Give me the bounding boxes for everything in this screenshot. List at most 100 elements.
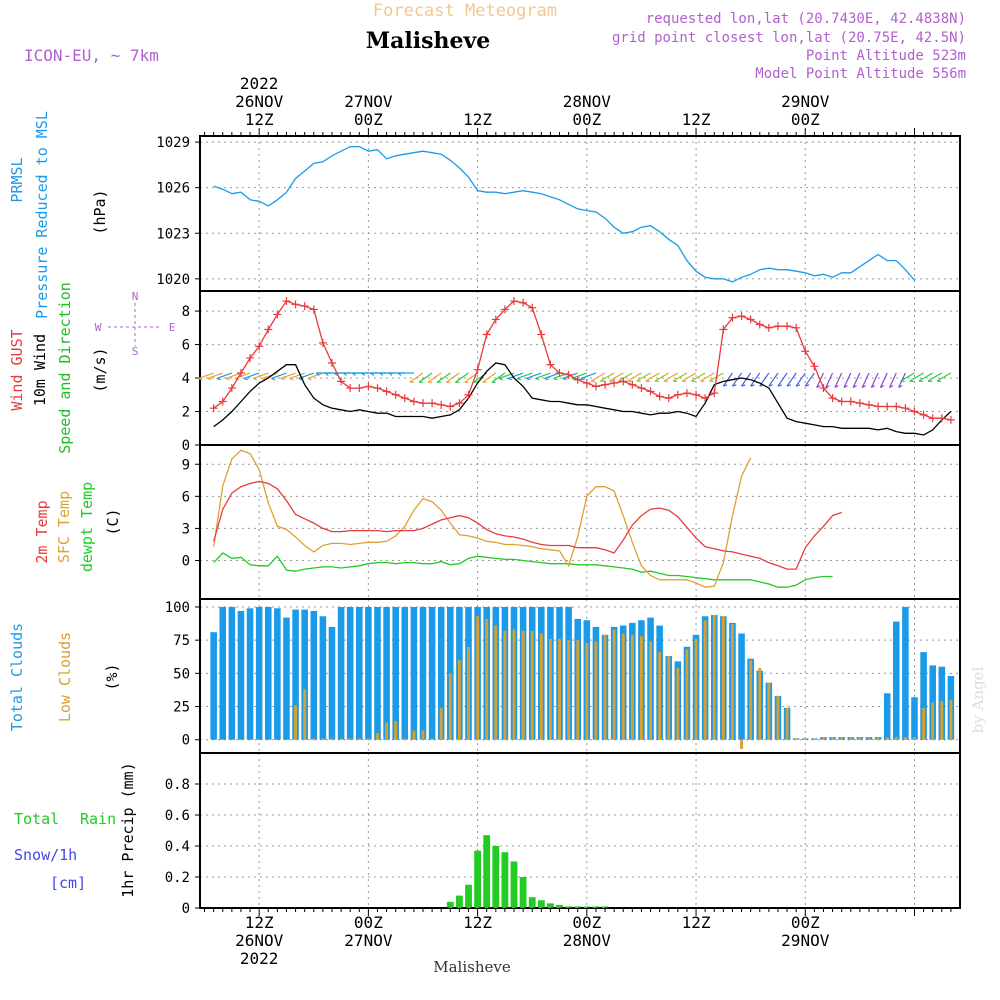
total-cloud-bar (356, 606, 363, 740)
wind-arrow-head (342, 372, 347, 376)
gust-marker (591, 382, 600, 391)
wind-arrow (216, 372, 233, 380)
low-cloud-bar (676, 668, 680, 740)
low-cloud-bar (639, 636, 643, 740)
gust-marker (801, 347, 810, 356)
low-cloud-bar (758, 668, 762, 740)
gust-marker (227, 384, 236, 393)
low-cloud-bar (385, 722, 389, 740)
low-cloud-bar (412, 730, 416, 740)
precip-bars (200, 835, 960, 909)
low-cloud-bar (394, 721, 398, 740)
wind-arrow-head (379, 372, 384, 376)
wind-arrow-head (198, 377, 203, 381)
bottom-time-label: 12Z (463, 913, 492, 932)
gust-marker (701, 394, 710, 403)
low-cloud-bar (603, 634, 607, 740)
total-cloud-bar (255, 606, 263, 740)
low-cloud-bar (312, 738, 316, 740)
wind-arrow (507, 372, 524, 380)
rain-bar (565, 906, 573, 908)
gust-marker (246, 353, 255, 362)
low-cloud-bar (876, 737, 880, 740)
low-cloud-bar (894, 737, 898, 740)
compass-n: N (132, 290, 139, 303)
gust-marker (318, 338, 327, 347)
precipitation-axes: 0 0.2 0.4 0.6 0.8 (165, 752, 961, 917)
low-cloud-bar (667, 656, 671, 740)
top-time-label: 12Z (463, 110, 492, 129)
precip-snow-unit: [cm] (50, 874, 86, 892)
wind-arrow-head (889, 385, 894, 389)
total-cloud-bar (365, 606, 372, 740)
precip-snow-label: Snow/1h (14, 846, 77, 864)
wind-arrow-head (732, 384, 737, 387)
wind-arrow (436, 372, 451, 383)
wind-arrow (672, 372, 688, 382)
rain-bar (537, 900, 545, 908)
wind-arrow (289, 372, 305, 380)
gust-marker (874, 402, 883, 411)
wind-arrow (482, 372, 497, 383)
low-cloud-bar (712, 614, 716, 740)
gust-marker (792, 323, 801, 332)
gust-marker (309, 305, 318, 314)
clouds-ytick-label: 25 (173, 700, 190, 716)
wind-arrow-head (280, 377, 285, 381)
rain-bar (547, 903, 554, 908)
wind-arrow-head (580, 377, 585, 381)
bottom-time-label: 12Z (682, 913, 711, 932)
total-cloud-bar (292, 609, 299, 740)
low-cloud-bar (794, 738, 798, 740)
precipitation-ytick-label: 0 (182, 901, 190, 917)
total-cloud-bar (401, 606, 409, 740)
wind-arrow (618, 372, 633, 382)
gust-marker (673, 390, 682, 399)
low-cloud-bar (576, 640, 580, 740)
top-time-label: 28NOV (563, 92, 612, 111)
gust-marker (300, 302, 309, 311)
wind-arrow-head (507, 377, 513, 381)
top-time-label: 12Z (245, 110, 274, 129)
gust-markers (210, 297, 955, 424)
wind-ytick-label: 0 (182, 438, 190, 454)
low-cloud-bar (903, 737, 907, 740)
wind-arrow (722, 372, 733, 387)
wind-arrow (307, 372, 324, 380)
wind-arrow-head (898, 385, 903, 389)
rain-bar (474, 850, 482, 908)
precip-rain-label: Rain (80, 810, 116, 828)
gust-marker (846, 397, 855, 406)
dewpt-temp-line (213, 552, 833, 588)
low-cloud-bar (476, 616, 480, 740)
low-cloud-bar (885, 737, 889, 740)
wind-arrow (445, 372, 460, 383)
pressure-ytick-label: 1026 (156, 181, 190, 197)
clouds-ytick-label: 100 (165, 600, 190, 616)
precip-total-label: Total (14, 810, 59, 828)
wind-arrow-head (768, 384, 773, 387)
compass-e: E (169, 321, 176, 334)
gust-marker (619, 377, 628, 386)
wind-arrow-head (816, 385, 821, 389)
wind-gust-line (213, 300, 952, 421)
gust-marker (937, 414, 946, 423)
rain-bar (583, 906, 591, 908)
total-cloud-bar (410, 606, 418, 740)
gust-marker (928, 414, 937, 423)
wind-10m-line (213, 362, 952, 436)
total-cloud-bar (911, 697, 918, 740)
wind-arrow-head (805, 384, 810, 387)
low-cloud-bar (294, 705, 298, 740)
total-cloud-bar (893, 621, 900, 740)
total-cloud-bar (374, 606, 381, 740)
gust-marker (646, 387, 655, 396)
wind-ytick-label: 8 (182, 304, 190, 320)
wind-arrow (852, 372, 861, 388)
total-cloud-bar (392, 606, 399, 740)
precipitation-frame (199, 752, 961, 909)
low-cloud-bar (703, 620, 707, 740)
wind-10m-label: 10m Wind (31, 334, 49, 406)
total-cloud-bar (346, 606, 354, 740)
